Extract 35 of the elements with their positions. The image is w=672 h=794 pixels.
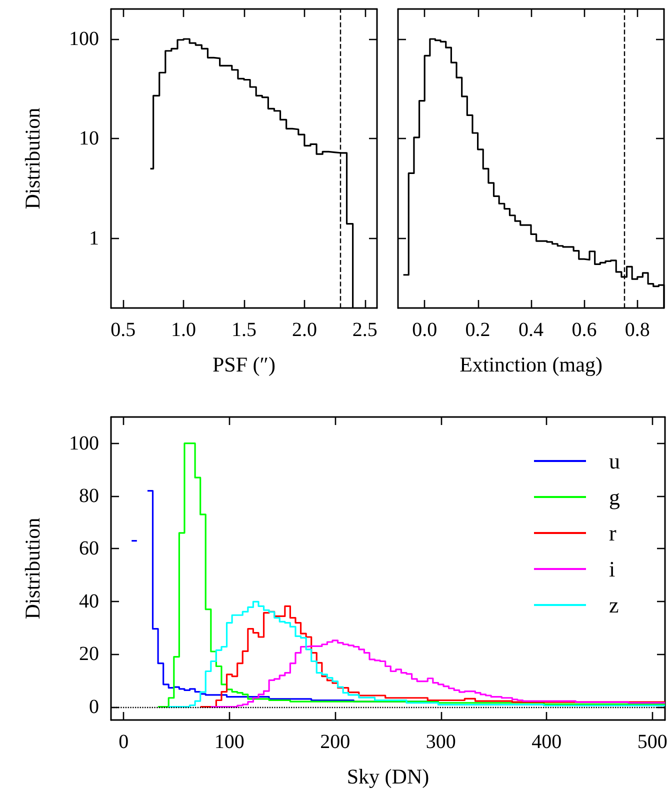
y-axis-title: Distribution: [20, 517, 44, 620]
x-tick-label: 0.0: [412, 319, 438, 341]
legend-label: r: [609, 520, 617, 546]
x-tick-label: 400: [532, 731, 562, 753]
x-tick-label: 0.4: [518, 319, 544, 341]
x-tick-label: 300: [426, 731, 456, 753]
y-tick-label: 80: [79, 485, 99, 508]
y-tick-label: 1: [89, 227, 99, 250]
x-tick-label: 1.0: [171, 319, 196, 341]
y-axis-title: Distribution: [20, 107, 44, 210]
y-tick-label: 0: [89, 696, 99, 718]
x-tick-label: 0.2: [465, 319, 490, 341]
x-tick-label: 1.5: [232, 319, 256, 341]
legend-label: i: [609, 556, 616, 582]
x-tick-label: 2.0: [292, 319, 317, 341]
legend-label: g: [609, 484, 620, 510]
y-tick-label: 20: [79, 643, 99, 666]
x-axis-title: Extinction (mag): [460, 352, 602, 376]
x-tick-label: 100: [214, 731, 244, 753]
y-tick-label: 60: [79, 538, 99, 560]
x-tick-label: 500: [637, 731, 668, 753]
y-tick-label: 40: [79, 590, 99, 612]
y-tick-label: 10: [79, 128, 99, 150]
legend-label: u: [609, 448, 620, 474]
x-axis-title: Sky (DN): [346, 764, 430, 788]
y-tick-label: 100: [69, 28, 99, 50]
x-tick-label: 0.5: [110, 319, 136, 341]
x-tick-label: 2.5: [352, 319, 378, 341]
legend-label: z: [609, 592, 619, 618]
x-tick-label: 0.6: [572, 319, 597, 341]
x-axis-title: PSF (″): [212, 352, 276, 376]
x-tick-label: 200: [320, 731, 350, 753]
x-tick-label: 0.8: [624, 319, 650, 341]
x-tick-label: 0: [118, 731, 129, 753]
y-tick-label: 100: [69, 432, 99, 454]
